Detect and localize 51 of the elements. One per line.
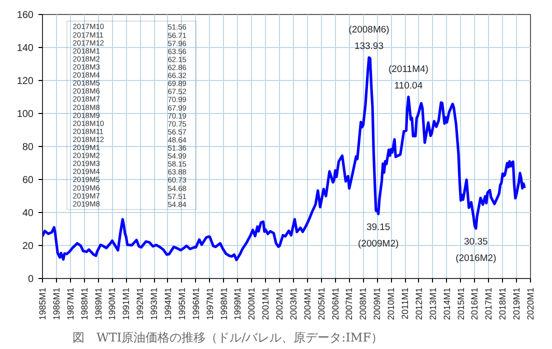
line-series <box>42 56 526 262</box>
x-tick-label: 2000M1 <box>246 287 257 320</box>
x-tick-label: 1993M1 <box>149 287 160 320</box>
x-tick-label: 2004M1 <box>302 287 312 320</box>
x-tick-label: 2017M1 <box>484 287 494 320</box>
x-tick-label: 2002M1 <box>274 287 285 320</box>
x-tick-label: 2013M1 <box>428 287 438 320</box>
y-tick-label: 120 <box>16 76 34 87</box>
y-tick-label: 60 <box>22 175 34 186</box>
y-tick-label: 140 <box>16 43 34 54</box>
x-tick-label: 1988M1 <box>79 287 90 320</box>
x-tick-label: 2009M1 <box>372 287 382 320</box>
x-tick-label: 2015M1 <box>456 287 466 320</box>
x-tick-label: 2006M1 <box>330 287 340 320</box>
x-tick-label: 1995M1 <box>176 287 187 320</box>
annotation: 30.35 (2016M2) <box>456 236 496 264</box>
y-tick-label: 160 <box>16 10 34 21</box>
x-tick-label: 1986M1 <box>51 287 62 320</box>
y-tick-label: 20 <box>22 241 34 252</box>
x-tick-label: 2016M1 <box>470 287 480 320</box>
y-tick-label: 80 <box>22 142 34 153</box>
x-tick-label: 1994M1 <box>162 287 173 320</box>
annotation: 39.15 (2009M2) <box>358 222 399 250</box>
x-tick-label: 1987M1 <box>65 287 76 320</box>
x-tick-label: 1990M1 <box>107 287 118 320</box>
x-tick-label: 1999M1 <box>232 287 243 320</box>
annotation: (2008M6) 133.93 <box>348 24 390 52</box>
x-tick-label: 2003M1 <box>288 287 298 320</box>
x-tick-label: 1985M1 <box>38 287 48 320</box>
annotation: (2011M4) 110.04 <box>388 64 428 92</box>
x-tick-label: 2001M1 <box>260 287 271 320</box>
x-tick-label: 2010M1 <box>386 287 396 320</box>
x-tick-label: 1991M1 <box>121 287 132 320</box>
x-tick-label: 1997M1 <box>204 287 215 320</box>
x-tick-label: 2008M1 <box>358 287 368 320</box>
x-tick-label: 1992M1 <box>135 287 146 320</box>
text: 図 WTI原油価格の推移（ドル/バレル、原データ:IMF） <box>72 330 384 344</box>
x-tick-label: 1996M1 <box>190 287 201 320</box>
x-tick-label: 2011M1 <box>400 287 410 320</box>
y-tick-label: 100 <box>16 109 34 120</box>
x-tick-label: 2018M1 <box>498 287 508 320</box>
x-tick-label: 1998M1 <box>218 287 229 320</box>
x-tick-label: 2019M1 <box>512 287 522 320</box>
x-tick-label: 2005M1 <box>316 287 326 320</box>
y-tick-label: 0 <box>28 274 34 285</box>
x-tick-label: 1989M1 <box>93 287 104 320</box>
x-tick-label: 2012M1 <box>414 287 424 320</box>
x-tick-label: 2014M1 <box>442 287 452 320</box>
y-tick-label: 40 <box>22 208 34 219</box>
x-tick-label: 2007M1 <box>344 287 354 320</box>
x-tick-label: 2020M1 <box>526 287 536 320</box>
